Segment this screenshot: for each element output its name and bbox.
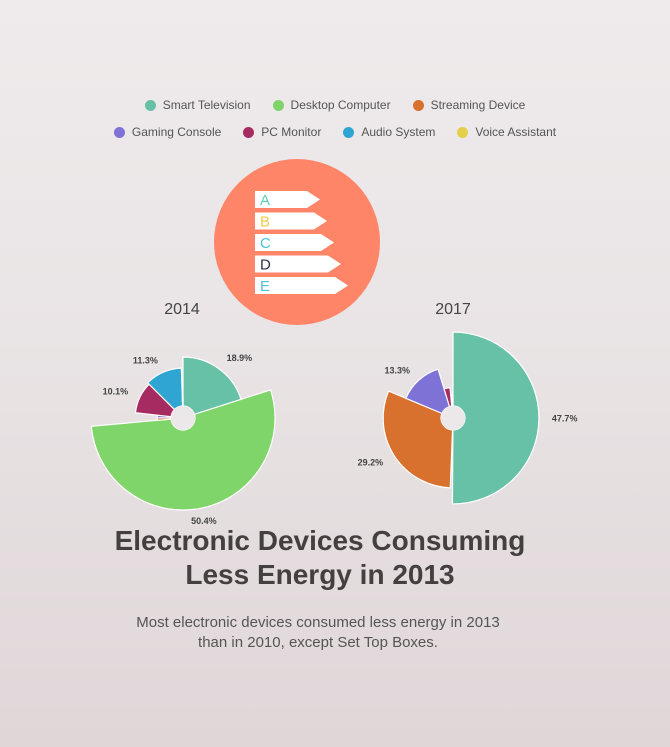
pie-data-label: 18.9%	[227, 353, 253, 363]
pie-data-label: 11.3%	[133, 355, 158, 365]
pie-center-hole	[171, 406, 195, 430]
legend-item-desktop-computer[interactable]: Desktop Computer	[272, 98, 391, 112]
pie-title-2014: 2014	[164, 301, 200, 318]
pie-title-2017: 2017	[435, 301, 471, 318]
page-subtitle: Most electronic devices consumed less en…	[136, 614, 500, 651]
pie-data-label: 47.7%	[552, 413, 578, 423]
legend-row-2: Gaming Console PC Monitor Audio System V…	[0, 123, 670, 141]
pie-data-label: 10.1%	[103, 387, 129, 397]
rating-letter: A	[260, 192, 270, 209]
pie-slice-voice-assistant[interactable]	[181, 397, 184, 407]
legend-label: Audio System	[361, 125, 436, 139]
legend-item-streaming-device[interactable]: Streaming Device	[412, 98, 526, 112]
legend-item-voice-assistant[interactable]: Voice Assistant	[457, 125, 556, 139]
rating-letter: B	[260, 214, 270, 231]
legend-item-smart-television[interactable]: Smart Television	[144, 98, 251, 112]
legend-label: PC Monitor	[261, 125, 322, 139]
pie-data-label: 50.4%	[191, 516, 217, 526]
legend-dot	[272, 99, 284, 111]
rating-bar-b	[255, 212, 327, 230]
pie-center-hole	[441, 406, 465, 430]
legend-label: Gaming Console	[131, 125, 222, 139]
pie-data-label: 29.2%	[358, 458, 384, 468]
legend-label: Smart Television	[162, 98, 251, 112]
legend-dot	[144, 99, 156, 111]
legend: Smart Television Desktop Computer Stream…	[0, 96, 670, 150]
legend-dot	[343, 126, 355, 138]
legend-dot	[412, 99, 424, 111]
rating-bar-c	[255, 234, 334, 251]
legend-dot	[457, 126, 469, 138]
legend-label: Streaming Device	[430, 98, 526, 112]
rating-letter: C	[260, 235, 271, 252]
legend-label: Desktop Computer	[290, 98, 391, 112]
legend-label: Voice Assistant	[475, 125, 557, 139]
legend-dot	[113, 126, 125, 138]
rating-bar-a	[255, 191, 320, 208]
legend-item-audio-system[interactable]: Audio System	[343, 125, 435, 139]
legend-item-gaming-console[interactable]: Gaming Console	[113, 125, 222, 139]
pie-chart-2017: 47.7% 29.2% 13.3%	[358, 331, 578, 505]
rating-letter: D	[260, 257, 271, 274]
legend-row-1: Smart Television Desktop Computer Stream…	[0, 96, 670, 114]
rating-letter: E	[260, 278, 270, 295]
legend-item-pc-monitor[interactable]: PC Monitor	[243, 125, 321, 139]
pie-chart-2014: 18.9% 50.4% 10.1% 11.3%	[90, 353, 276, 526]
rating-bar-e	[255, 277, 348, 294]
legend-dot	[243, 126, 255, 138]
page-title: Electronic Devices Consuming Less Energy…	[114, 525, 526, 590]
pie-slice-voice-assistant[interactable]	[450, 394, 454, 407]
pie-data-label: 13.3%	[384, 366, 410, 376]
pie-slice-smart-television[interactable]	[451, 331, 540, 505]
rating-bar-d	[255, 255, 341, 273]
